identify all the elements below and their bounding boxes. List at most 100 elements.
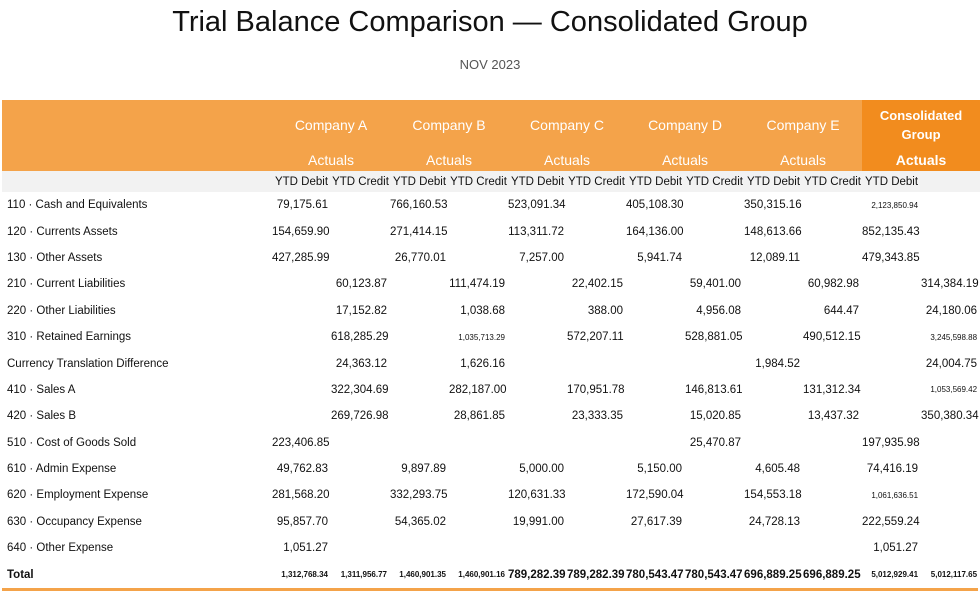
amount-cell: 131,312.34 bbox=[803, 383, 861, 396]
amount-cell: 197,935.98 bbox=[862, 436, 920, 449]
amount-cell: 25,470.87 bbox=[689, 436, 742, 449]
company-b-scenario: Actuals bbox=[390, 149, 508, 171]
amount-cell bbox=[331, 430, 390, 456]
amount-cell bbox=[744, 298, 803, 324]
amount-cell bbox=[921, 509, 980, 535]
table-row: 130 · Other Assets 427,285.99 26,770.01 7,2… bbox=[2, 245, 980, 271]
table-row: 120 · Currents Assets 154,659.90 271,414.1… bbox=[2, 218, 980, 244]
amount-cell: 523,091.34 bbox=[508, 199, 566, 212]
amount-cell: 314,384.19 bbox=[921, 278, 979, 291]
amount-cell: 5,012,929.41 bbox=[871, 570, 919, 580]
amount-cell: 696,889.25 bbox=[744, 568, 802, 581]
amount-cell bbox=[685, 535, 744, 561]
amount-cell: 350,315.16 bbox=[744, 199, 802, 212]
amount-cell bbox=[862, 298, 921, 324]
amount-cell bbox=[862, 377, 921, 403]
amount-cell: 271,414.15 bbox=[390, 225, 448, 238]
amount-cell: 427,285.99 bbox=[272, 251, 330, 264]
amount-cell: 5,150.00 bbox=[637, 463, 683, 476]
account-label: 130 · Other Assets bbox=[7, 251, 103, 264]
amount-cell bbox=[390, 350, 449, 376]
amount-cell bbox=[508, 377, 567, 403]
amount-cell: 780,543.47 bbox=[685, 568, 743, 581]
amount-cell: 12,089.11 bbox=[749, 251, 801, 264]
amount-cell bbox=[626, 271, 685, 297]
amount-cell: 269,726.98 bbox=[331, 410, 389, 423]
account-label: Currency Translation Difference bbox=[7, 357, 169, 370]
amount-cell bbox=[803, 535, 862, 561]
table-row: Currency Translation Difference 24,363.12… bbox=[2, 350, 980, 376]
amount-cell bbox=[390, 535, 449, 561]
table-row: 310 · Retained Earnings 618,285.29 1,035,7… bbox=[2, 324, 980, 350]
amount-cell bbox=[449, 535, 508, 561]
amount-cell: 60,982.98 bbox=[807, 278, 860, 291]
total-label: Total bbox=[7, 568, 34, 581]
amount-cell: 13,437.32 bbox=[807, 410, 860, 423]
amount-cell: 281,568.20 bbox=[272, 489, 330, 502]
amount-cell bbox=[508, 350, 567, 376]
amount-cell: 24,004.75 bbox=[925, 357, 978, 370]
amount-cell: 113,311.72 bbox=[508, 225, 564, 238]
amount-cell bbox=[803, 350, 862, 376]
amount-cell bbox=[331, 509, 390, 535]
amount-cell: 223,406.85 bbox=[272, 436, 330, 449]
amount-cell bbox=[626, 535, 685, 561]
amount-cell: 696,889.25 bbox=[803, 568, 861, 581]
measure-header bbox=[921, 171, 980, 192]
total-row: Total 1,312,768.34 1,311,956.77 1,460,901.3… bbox=[2, 561, 980, 587]
amount-cell bbox=[803, 245, 862, 271]
amount-cell: 9,897.89 bbox=[401, 463, 446, 476]
account-label: 110 · Cash and Equivalents bbox=[7, 199, 148, 212]
amount-cell bbox=[331, 245, 390, 271]
amount-cell bbox=[921, 245, 980, 271]
amount-cell: 332,293.75 bbox=[390, 489, 448, 502]
measure-header: YTD Debit bbox=[862, 171, 922, 192]
amount-cell bbox=[921, 218, 980, 244]
amount-cell bbox=[449, 218, 508, 244]
amount-cell bbox=[685, 245, 744, 271]
measure-header: YTD Credit bbox=[685, 171, 745, 192]
page-title: Trial Balance Comparison — Consolidated … bbox=[172, 6, 808, 38]
amount-cell: 59,401.00 bbox=[689, 278, 742, 291]
amount-cell: 24,180.06 bbox=[925, 304, 978, 317]
amount-cell bbox=[390, 430, 449, 456]
amount-cell: 164,136.00 bbox=[626, 225, 684, 238]
amount-cell bbox=[390, 377, 449, 403]
amount-cell: 1,626.16 bbox=[460, 357, 505, 370]
amount-cell: 1,038.68 bbox=[460, 304, 505, 317]
amount-cell bbox=[508, 324, 567, 350]
amount-cell bbox=[862, 350, 921, 376]
amount-cell: 789,282.39 bbox=[567, 568, 625, 581]
amount-cell: 49,762.83 bbox=[276, 463, 328, 476]
amount-cell: 26,770.01 bbox=[394, 251, 446, 264]
amount-cell: 479,343.85 bbox=[862, 251, 920, 264]
amount-cell bbox=[449, 509, 508, 535]
table-row: 220 · Other Liabilities 17,152.82 1,038.68… bbox=[2, 298, 980, 324]
amount-cell: 222,559.24 bbox=[862, 515, 920, 528]
amount-cell: 644.47 bbox=[823, 304, 860, 317]
amount-cell bbox=[685, 192, 744, 218]
amount-cell: 1,312,768.34 bbox=[281, 570, 328, 580]
amount-cell bbox=[449, 245, 508, 271]
bottom-rule bbox=[2, 588, 978, 591]
amount-cell bbox=[508, 271, 567, 297]
measure-header: YTD Debit bbox=[744, 171, 804, 192]
scenario-header-row: Actuals Actuals Actuals Actuals Actuals … bbox=[2, 149, 980, 171]
amount-cell: 54,365.02 bbox=[394, 515, 446, 528]
company-header-row: Company A Company B Company C Company D … bbox=[2, 100, 980, 149]
amount-cell: 24,363.12 bbox=[335, 357, 387, 370]
amount-cell bbox=[567, 430, 626, 456]
amount-cell bbox=[744, 535, 803, 561]
amount-cell bbox=[685, 456, 744, 482]
amount-cell: 766,160.53 bbox=[390, 199, 448, 212]
amount-cell bbox=[626, 298, 685, 324]
amount-cell bbox=[390, 271, 449, 297]
amount-cell: 3,245,598.88 bbox=[930, 332, 978, 342]
amount-cell: 1,460,901.16 bbox=[458, 570, 505, 580]
amount-cell bbox=[803, 218, 862, 244]
table-row: 210 · Current Liabilities 60,123.87 111,47… bbox=[2, 271, 980, 297]
amount-cell bbox=[272, 298, 331, 324]
amount-cell: 780,543.47 bbox=[626, 568, 684, 581]
amount-cell: 17,152.82 bbox=[335, 304, 387, 317]
amount-cell: 172,590.04 bbox=[626, 489, 684, 502]
